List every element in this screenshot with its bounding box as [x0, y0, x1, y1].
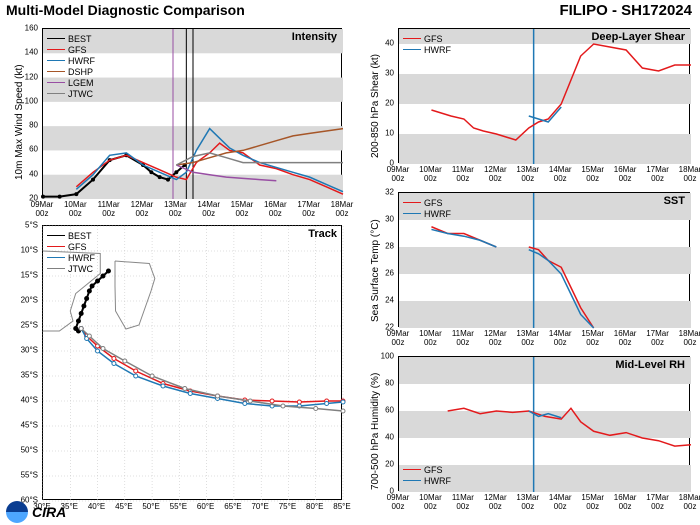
storm-id: FILIPO - SH172024 [559, 2, 692, 19]
noaa-icon [6, 501, 28, 523]
track-panel: Track BESTGFSHWRFJTWC [42, 225, 342, 500]
main-title: Multi-Model Diagnostic Comparison [6, 2, 245, 18]
shear-legend: GFSHWRF [403, 33, 451, 55]
footer-logo: CIRA [6, 501, 66, 523]
rh-title: Mid-Level RH [615, 359, 685, 371]
intensity-legend: BESTGFSHWRFDSHPLGEMJTWC [47, 33, 95, 99]
intensity-panel: Intensity BESTGFSHWRFDSHPLGEMJTWC [42, 28, 342, 198]
track-title: Track [308, 228, 337, 240]
shear-panel: Deep-Layer Shear GFSHWRF [398, 28, 690, 163]
cira-label: CIRA [32, 504, 66, 520]
rh-ylabel: 700-500 hPa Humidity (%) [370, 373, 381, 490]
rh-panel: Mid-Level RH GFSHWRF [398, 356, 690, 491]
shear-title: Deep-Layer Shear [591, 31, 685, 43]
sst-panel: SST GFSHWRF [398, 192, 690, 327]
sst-title: SST [664, 195, 685, 207]
sst-legend: GFSHWRF [403, 197, 451, 219]
track-legend: BESTGFSHWRFJTWC [47, 230, 95, 274]
intensity-title: Intensity [292, 31, 337, 43]
dashboard: Multi-Model Diagnostic Comparison FILIPO… [0, 0, 700, 525]
rh-legend: GFSHWRF [403, 464, 451, 486]
